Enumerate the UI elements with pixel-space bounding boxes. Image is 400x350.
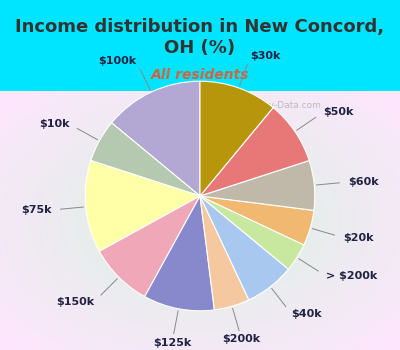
Text: $30k: $30k (250, 51, 281, 61)
Text: $150k: $150k (56, 296, 94, 307)
Text: > $200k: > $200k (326, 271, 377, 281)
Text: $40k: $40k (292, 309, 322, 319)
Wedge shape (200, 107, 309, 196)
Text: $10k: $10k (39, 119, 69, 129)
Wedge shape (200, 196, 249, 310)
Text: $125k: $125k (153, 338, 191, 348)
Text: All residents: All residents (151, 68, 249, 82)
Wedge shape (200, 81, 273, 196)
Wedge shape (200, 196, 304, 269)
Text: $60k: $60k (348, 177, 379, 187)
Wedge shape (99, 196, 200, 296)
Wedge shape (112, 81, 200, 196)
Text: $50k: $50k (324, 107, 354, 117)
Wedge shape (91, 123, 200, 196)
Text: $75k: $75k (21, 205, 52, 215)
Text: $20k: $20k (343, 233, 374, 243)
Wedge shape (200, 196, 314, 245)
Wedge shape (145, 196, 214, 311)
Text: $200k: $200k (222, 334, 261, 344)
Wedge shape (200, 161, 315, 210)
Wedge shape (85, 161, 200, 251)
Text: $100k: $100k (98, 56, 136, 66)
Wedge shape (200, 196, 288, 300)
Text: Income distribution in New Concord,
OH (%): Income distribution in New Concord, OH (… (16, 18, 384, 57)
Text: ⓘ City-Data.com: ⓘ City-Data.com (248, 102, 321, 110)
